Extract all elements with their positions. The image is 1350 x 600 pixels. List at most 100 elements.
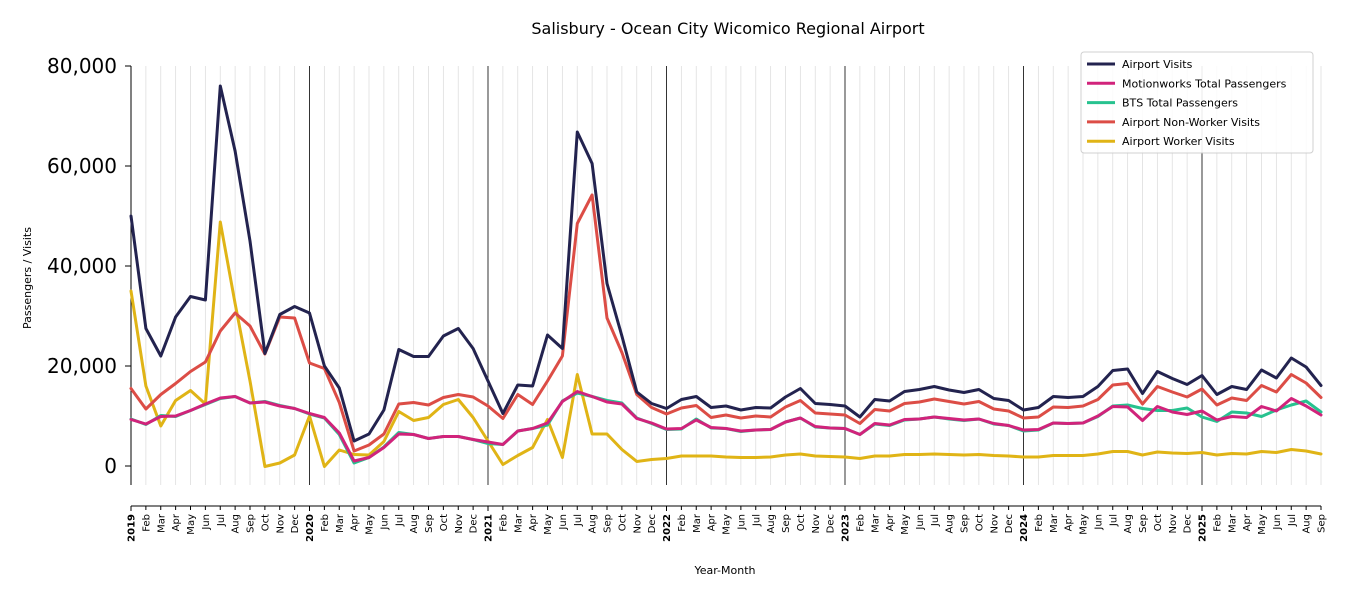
x-tick-label: Apr [528, 513, 539, 531]
x-tick-label: Jul [216, 514, 227, 527]
x-tick-label: Mar [513, 513, 524, 533]
x-tick-label: Mar [692, 513, 703, 533]
x-tick-label: Apr [1064, 513, 1075, 531]
x-tick-label: May [722, 514, 733, 535]
series-line-airport-visits [129, 84, 1323, 443]
x-tick-label: Sep [246, 514, 257, 533]
chart-title: Salisbury - Ocean City Wicomico Regional… [531, 19, 924, 38]
x-tick-label: Aug [766, 514, 777, 534]
legend-label: Airport Visits [1122, 58, 1193, 71]
x-tick-label: May [1257, 514, 1268, 535]
x-tick-label: May [900, 514, 911, 535]
x-tick-label: Oct [796, 514, 807, 531]
x-tick-label: Aug [231, 514, 242, 534]
x-tick-label: Mar [335, 513, 346, 533]
x-tick-label: Mar [1227, 513, 1238, 533]
legend: Airport Visits Motionworks Total Passenge… [1080, 51, 1314, 154]
x-tick-label: Feb [677, 514, 688, 532]
x-tick-label: 2023 [841, 514, 852, 542]
x-tick-label: Jul [1287, 514, 1298, 527]
x-tick-label: Apr [350, 513, 361, 531]
y-axis-label: Passengers / Visits [21, 227, 34, 329]
x-tick-label: Nov [811, 514, 822, 534]
x-tick-label: Jun [1093, 514, 1104, 531]
x-tick-label: Apr [1242, 513, 1253, 531]
x-tick-label: Feb [498, 514, 509, 532]
x-tick-label: Jun [915, 514, 926, 531]
x-tick-label: Oct [974, 514, 985, 531]
x-tick-label: Jun [379, 514, 390, 531]
series-line-airport-worker-visits [129, 220, 1323, 468]
x-tick-label: Aug [1302, 514, 1313, 534]
x-tick-label: Jun [558, 514, 569, 531]
x-tick-label: Oct [439, 514, 450, 531]
x-tick-label: Oct [617, 514, 628, 531]
x-tick-label: 2020 [305, 514, 316, 542]
x-tick-label: Oct [1153, 514, 1164, 531]
x-tick-label: Jul [394, 514, 405, 527]
x-tick-label: Sep [603, 514, 614, 533]
x-tick-label: Feb [855, 514, 866, 532]
x-tick-label: 2019 [127, 514, 138, 542]
x-tick-label: Dec [1004, 514, 1015, 533]
x-tick-label: 2022 [662, 514, 673, 542]
x-tick-label: Jun [201, 514, 212, 531]
legend-box [1080, 51, 1314, 154]
x-tick-label: Dec [647, 514, 658, 533]
x-tick-label: Sep [424, 514, 435, 533]
x-tick-label: Aug [588, 514, 599, 534]
y-tick-label: 20,000 [47, 354, 117, 378]
x-tick-label: May [1079, 514, 1090, 535]
x-tick-label: Apr [171, 513, 182, 531]
x-tick-label: Aug [409, 514, 420, 534]
x-tick-label: Mar [1049, 513, 1060, 533]
y-tick-label: 60,000 [47, 154, 117, 178]
x-tick-label: Aug [945, 514, 956, 534]
legend-label: Airport Non-Worker Visits [1122, 116, 1260, 129]
x-tick-label: Jul [1108, 514, 1119, 527]
x-tick-label: 2025 [1198, 514, 1209, 542]
x-tick-label: Mar [156, 513, 167, 533]
x-tick-label: Feb [1034, 514, 1045, 532]
series-line-motionworks-total-passengers [129, 390, 1323, 463]
x-tick-label: Jun [1272, 514, 1283, 531]
x-tick-label: 2021 [484, 514, 495, 542]
y-tick-label: 40,000 [47, 254, 117, 278]
x-tick-label: Dec [290, 514, 301, 533]
x-tick-label: Feb [141, 514, 152, 532]
vertical-gridlines [130, 66, 1322, 485]
x-tick-label: Dec [469, 514, 480, 533]
x-tick-label: Sep [1138, 514, 1149, 533]
x-tick-label: Dec [1183, 514, 1194, 533]
series-lines [129, 84, 1323, 468]
x-tick-label: May [186, 514, 197, 535]
x-tick-label: Jul [751, 514, 762, 527]
x-tick-label: 2024 [1019, 514, 1030, 542]
x-tick-label: Nov [989, 514, 1000, 534]
x-tick-label: Feb [1212, 514, 1223, 532]
x-tick-label: Jul [930, 514, 941, 527]
x-tick-label: Nov [1168, 514, 1179, 534]
x-tick-label: Nov [275, 514, 286, 534]
legend-label: BTS Total Passengers [1122, 97, 1238, 110]
x-tick-label: Sep [1317, 514, 1328, 533]
x-tick-label: May [365, 514, 376, 535]
legend-label: Motionworks Total Passengers [1122, 77, 1287, 90]
x-tick-label: Aug [1123, 514, 1134, 534]
x-tick-label: May [543, 514, 554, 535]
x-tick-label: Oct [260, 514, 271, 531]
x-tick-label: Apr [707, 513, 718, 531]
x-tick-label: Jul [573, 514, 584, 527]
x-tick-label: Mar [870, 513, 881, 533]
x-tick-label: Apr [885, 513, 896, 531]
y-tick-label: 80,000 [47, 54, 117, 78]
x-tick-label: Jun [736, 514, 747, 531]
x-tick-label: Nov [632, 514, 643, 534]
x-tick-label: Feb [320, 514, 331, 532]
x-tick-label: Dec [826, 514, 837, 533]
x-axis-label: Year-Month [693, 564, 755, 577]
series-line-airport-non-worker-visits [129, 193, 1323, 453]
y-tick-label: 0 [104, 454, 117, 478]
y-axis: 0 20,000 40,000 60,000 80,000 [47, 54, 132, 485]
